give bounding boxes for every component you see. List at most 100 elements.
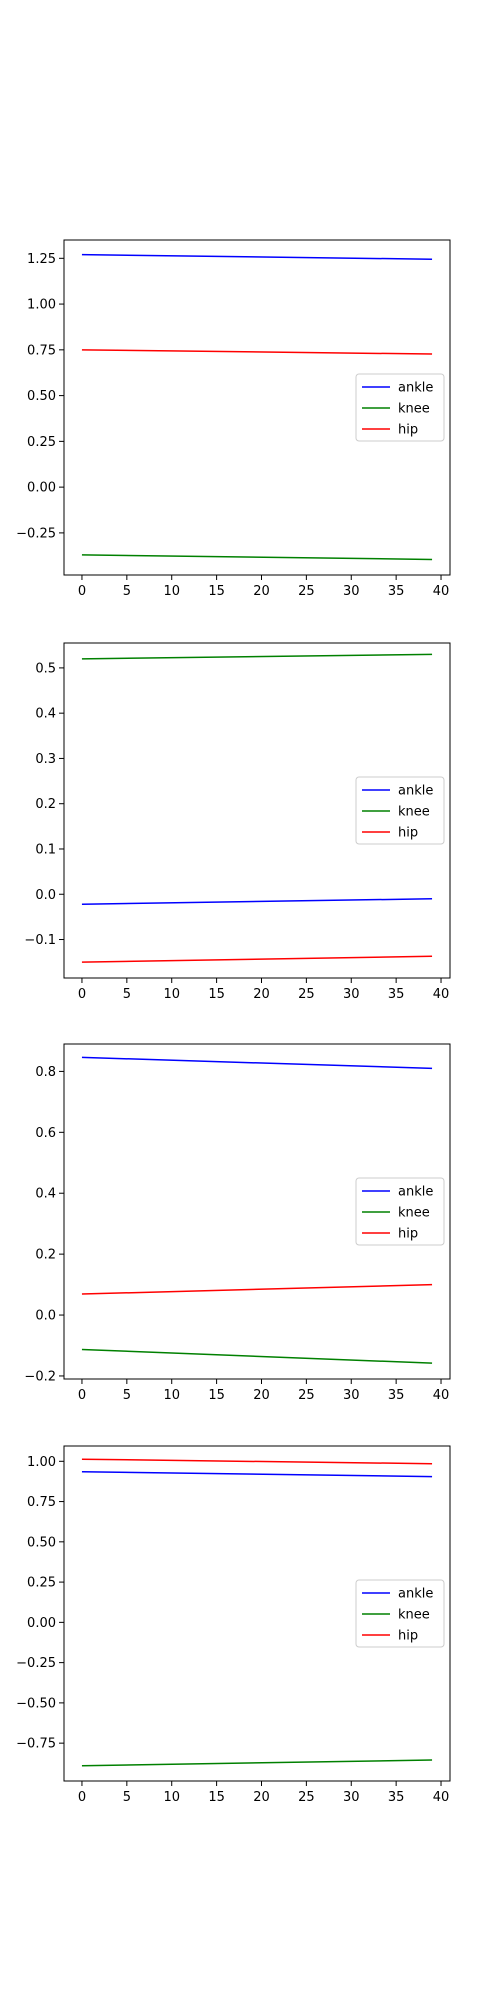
y-tick-label: −0.75 xyxy=(16,1737,56,1752)
x-tick-label: 25 xyxy=(298,987,315,1002)
legend-label-knee: knee xyxy=(398,1206,430,1221)
x-tick-label: 25 xyxy=(298,1388,315,1403)
x-tick-label: 0 xyxy=(78,1790,86,1805)
legend: ankle knee hip xyxy=(355,1177,445,1246)
series-line-ankle xyxy=(81,1056,433,1070)
legend-label-hip: hip xyxy=(398,423,418,438)
y-tick-label: 0.0 xyxy=(35,888,56,903)
x-tick-label: 20 xyxy=(253,1790,270,1805)
y-tick-label: −0.25 xyxy=(16,526,56,541)
legend-label-hip: hip xyxy=(398,1227,418,1242)
x-tick-label: 5 xyxy=(123,584,131,599)
x-tick-label: 40 xyxy=(433,584,450,599)
legend-box xyxy=(355,1177,445,1246)
legend-label-ankle: ankle xyxy=(398,1587,433,1602)
y-tick-label: 0.25 xyxy=(27,435,56,450)
series-line-knee xyxy=(81,1759,433,1767)
x-tick-label: 5 xyxy=(123,1388,131,1403)
y-tick-label: −0.2 xyxy=(24,1369,56,1384)
y-tick-label: 0.8 xyxy=(35,1065,56,1080)
x-tick-label: 15 xyxy=(208,584,225,599)
y-tick-label: 0.4 xyxy=(35,1187,56,1202)
legend: ankle knee hip xyxy=(355,373,445,442)
x-tick-label: 40 xyxy=(433,1388,450,1403)
series-line-knee xyxy=(81,554,433,561)
x-tick-label: 25 xyxy=(298,1790,315,1805)
y-tick-label: 0.2 xyxy=(35,1248,56,1263)
series-line-ankle xyxy=(81,253,433,260)
x-tick-label: 15 xyxy=(208,1388,225,1403)
legend-label-ankle: ankle xyxy=(398,1185,433,1200)
x-tick-label: 30 xyxy=(343,1388,360,1403)
x-tick-label: 5 xyxy=(123,987,131,1002)
y-tick-label: 0.75 xyxy=(27,343,56,358)
x-tick-label: 35 xyxy=(388,584,405,599)
y-tick-label: 1.25 xyxy=(27,252,56,267)
y-tick-label: 0.50 xyxy=(27,1535,56,1550)
x-tick-label: 0 xyxy=(78,584,86,599)
y-tick-label: −0.50 xyxy=(16,1696,56,1711)
x-tick-label: 40 xyxy=(433,1790,450,1805)
legend-label-ankle: ankle xyxy=(398,381,433,396)
legend-box xyxy=(355,776,445,845)
legend-label-ankle: ankle xyxy=(398,784,433,799)
y-tick-label: 0.0 xyxy=(35,1309,56,1324)
series-line-ankle xyxy=(81,898,433,905)
series-line-hip xyxy=(81,1283,433,1295)
y-tick-label: 0.25 xyxy=(27,1576,56,1591)
x-tick-label: 30 xyxy=(343,1790,360,1805)
legend-box xyxy=(355,373,445,442)
chart-panel-2: 0 5 10 15 20 25 30 35 40 −0.1 0.0 0.1 0.2 0.3 0.4 0.5 an… xyxy=(24,642,451,1002)
legend-label-hip: hip xyxy=(398,1629,418,1644)
legend-label-knee: knee xyxy=(398,402,430,417)
y-tick-label: 0.5 xyxy=(35,661,56,676)
y-tick-label: 0.00 xyxy=(27,1616,56,1631)
x-tick-label: 0 xyxy=(78,987,86,1002)
x-tick-label: 15 xyxy=(208,987,225,1002)
x-tick-label: 35 xyxy=(388,1388,405,1403)
y-tick-label: −0.25 xyxy=(16,1656,56,1671)
x-tick-label: 25 xyxy=(298,584,315,599)
plot-frame xyxy=(63,1445,451,1782)
y-tick-label: 0.00 xyxy=(27,481,56,496)
series-line-knee xyxy=(81,1348,433,1364)
y-tick-label: 0.1 xyxy=(35,842,56,857)
x-tick-label: 40 xyxy=(433,987,450,1002)
x-tick-label: 30 xyxy=(343,987,360,1002)
legend-label-knee: knee xyxy=(398,805,430,820)
y-tick-label: 0.2 xyxy=(35,797,56,812)
x-tick-label: 20 xyxy=(253,1388,270,1403)
x-tick-label: 35 xyxy=(388,1790,405,1805)
y-tick-label: −0.1 xyxy=(24,933,56,948)
y-tick-label: 1.00 xyxy=(27,1455,56,1470)
chart-panel-3: 0 5 10 15 20 25 30 35 40 −0.2 0.0 0.2 0.4 0.6 0.8 ankle… xyxy=(24,1043,451,1403)
x-tick-label: 35 xyxy=(388,987,405,1002)
x-tick-label: 30 xyxy=(343,584,360,599)
y-tick-label: 0.3 xyxy=(35,752,56,767)
y-tick-label: 0.4 xyxy=(35,707,56,722)
plot-frame xyxy=(63,642,451,979)
chart-panel-4: 0 5 10 15 20 25 30 35 40 −0.75 −0.50 −0.25 0.00 0.25 0… xyxy=(16,1445,451,1805)
legend: ankle knee hip xyxy=(355,1579,445,1648)
y-tick-label: 0.6 xyxy=(35,1126,56,1141)
chart-panel-1: 0 5 10 15 20 25 30 35 40 −0.25 0.00 0.25 0.50 0.75 1.0… xyxy=(16,239,451,599)
legend-label-hip: hip xyxy=(398,826,418,841)
series-line-knee xyxy=(81,653,433,660)
x-tick-label: 10 xyxy=(163,584,180,599)
legend-box xyxy=(355,1579,445,1648)
x-tick-label: 20 xyxy=(253,584,270,599)
plot-frame xyxy=(63,239,451,576)
x-tick-label: 10 xyxy=(163,1388,180,1403)
series-line-hip xyxy=(81,1458,433,1465)
x-tick-label: 5 xyxy=(123,1790,131,1805)
y-tick-label: 0.75 xyxy=(27,1495,56,1510)
y-tick-label: 0.50 xyxy=(27,389,56,404)
x-tick-label: 0 xyxy=(78,1388,86,1403)
x-tick-label: 20 xyxy=(253,987,270,1002)
series-line-hip xyxy=(81,955,433,963)
y-tick-label: 1.00 xyxy=(27,298,56,313)
series-line-ankle xyxy=(81,1471,433,1478)
legend-label-knee: knee xyxy=(398,1608,430,1623)
plot-frame xyxy=(63,1043,451,1380)
